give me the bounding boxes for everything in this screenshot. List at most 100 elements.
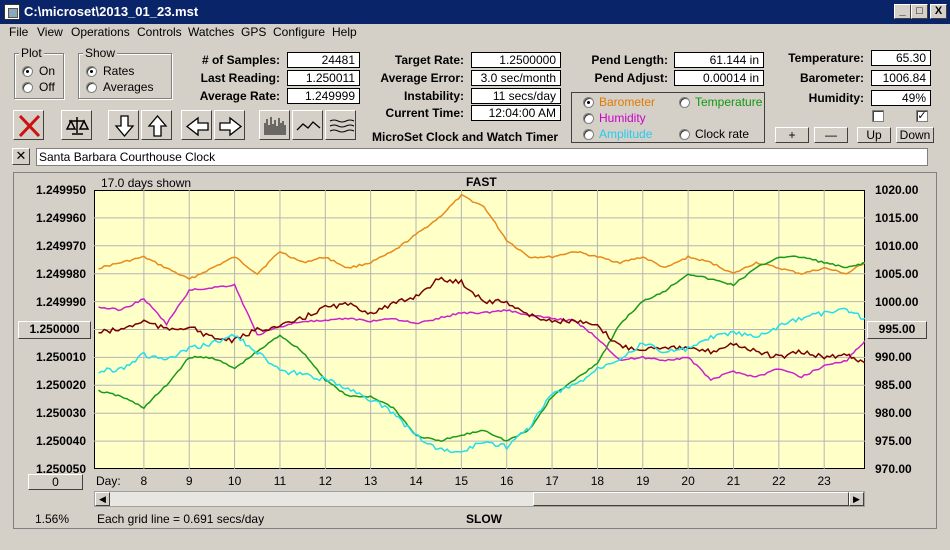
barometer-value: 1006.84	[871, 70, 931, 86]
balance-button[interactable]	[61, 110, 92, 140]
minimize-button[interactable]: _	[894, 4, 911, 19]
balance-icon	[65, 117, 90, 135]
humidity-label: Humidity:	[808, 91, 864, 105]
app-icon	[4, 4, 20, 20]
maximize-button[interactable]: □	[911, 4, 928, 19]
x-tick-label: 17	[545, 474, 559, 488]
y-right-tick-label: 1010.00	[875, 238, 919, 253]
rate-up-button[interactable]	[141, 110, 172, 140]
checkbox-2[interactable]: ✓	[916, 110, 928, 122]
window-title: C:\microset\2013_01_23.mst	[24, 4, 199, 19]
line-view-button[interactable]	[292, 110, 323, 140]
sensor-clock-rate-radio[interactable]	[679, 129, 690, 140]
menu-gps[interactable]: GPS	[241, 25, 267, 39]
x-tick-label: 11	[273, 474, 287, 488]
y-right-tick-label: 970.00	[875, 462, 912, 476]
scroll-right-button[interactable]	[214, 110, 245, 140]
current-time-value: 12:04:00 AM	[471, 105, 561, 121]
scroll-left-arrow[interactable]: ◀	[95, 492, 110, 506]
menu-configure[interactable]: Configure	[273, 25, 326, 39]
grid-note: Each grid line = 0.691 secs/day	[97, 512, 265, 526]
wave-view-button[interactable]	[325, 110, 356, 140]
clock-name-input[interactable]: Santa Barbara Courthouse Clock	[36, 148, 928, 166]
rate-down-button[interactable]	[108, 110, 139, 140]
menu-operations[interactable]: Operations	[71, 25, 130, 39]
temperature-label: Temperature:	[788, 51, 864, 65]
target-rate-label: Target Rate:	[394, 53, 464, 67]
center-rate-button[interactable]: 1.250000	[18, 321, 91, 339]
close-window-button[interactable]: X	[930, 4, 947, 19]
y-left-tick-label: 1.250050	[35, 462, 86, 476]
sensor-temperature-radio[interactable]	[679, 97, 690, 108]
sensor-humidity-radio[interactable]	[583, 113, 594, 124]
menu-bar: File View Operations Controls Watches GP…	[0, 24, 950, 42]
slow-label: SLOW	[466, 512, 502, 526]
delete-button[interactable]	[13, 110, 44, 140]
fast-label: FAST	[466, 175, 497, 189]
days-shown-label: 17.0 days shown	[101, 176, 192, 190]
pend-adjust-label: Pend Adjust:	[594, 71, 668, 85]
menu-help[interactable]: Help	[332, 25, 357, 39]
pend-adjust-value: 0.00014 in	[674, 70, 764, 86]
average-rate-value: 1.249999	[287, 88, 360, 104]
x-tick-label: 23	[817, 474, 831, 488]
scale-down-button[interactable]: Down	[896, 127, 934, 143]
barometer-label: Barometer:	[799, 71, 864, 85]
series-line-clock-rate	[98, 276, 865, 364]
instability-label: Instability:	[403, 89, 464, 103]
y-left-tick-label: 1.249980	[35, 266, 86, 281]
samples-value: 24481	[287, 52, 360, 68]
arrow-right-icon	[219, 116, 243, 137]
x-tick-label: 21	[726, 474, 741, 488]
scale-plus-button[interactable]: +	[775, 127, 809, 143]
y-right-tick-label: 975.00	[875, 434, 912, 449]
checkbox-1[interactable]	[872, 110, 884, 122]
plot-off-radio[interactable]	[22, 82, 33, 93]
rate-chart	[94, 190, 865, 469]
scroll-right-arrow[interactable]: ▶	[849, 492, 864, 506]
bars-view-button[interactable]	[259, 110, 290, 140]
x-tick-label: 18	[590, 474, 605, 488]
y-left-tick-label: 1.249950	[35, 183, 86, 197]
menu-controls[interactable]: Controls	[137, 25, 182, 39]
x-tick-label: 13	[363, 474, 378, 488]
scroll-left-button[interactable]	[181, 110, 212, 140]
show-rates-radio[interactable]	[86, 66, 97, 77]
wave-chart-icon	[329, 119, 355, 133]
sensor-amplitude-label: Amplitude	[599, 127, 653, 141]
series-line-humidity	[98, 283, 865, 382]
y-right-tick-label: 990.00	[875, 350, 912, 365]
close-clock-button[interactable]: ✕	[12, 148, 30, 165]
y-right-tick-label: 1015.00	[875, 210, 919, 225]
y-left-tick-label: 1.250020	[35, 378, 86, 393]
average-rate-label: Average Rate:	[199, 89, 280, 103]
plot-on-label: On	[39, 64, 56, 78]
sensor-humidity-label: Humidity	[599, 111, 646, 125]
sensor-barometer-radio[interactable]	[583, 97, 594, 108]
scale-minus-button[interactable]: —	[814, 127, 848, 143]
menu-file[interactable]: File	[9, 25, 29, 39]
offset-button[interactable]: 0	[28, 474, 83, 490]
y-left-tick-label: 1.250010	[35, 350, 86, 365]
show-averages-radio[interactable]	[86, 82, 97, 93]
sensor-barometer-label: Barometer	[599, 95, 656, 109]
menu-watches[interactable]: Watches	[188, 25, 235, 39]
line-chart-icon	[296, 121, 321, 131]
x-tick-label: 20	[681, 474, 695, 488]
plot-on-radio[interactable]	[22, 66, 33, 77]
delete-icon	[18, 114, 41, 138]
last-reading-value: 1.250011	[287, 70, 360, 86]
center-barometer-button[interactable]: 995.00	[867, 321, 927, 339]
sensor-temperature-label: Temperature	[695, 95, 763, 109]
x-tick-label: 16	[500, 474, 514, 488]
scrollbar-thumb[interactable]	[533, 492, 849, 506]
menu-view[interactable]: View	[37, 25, 63, 39]
app-title: MicroSet Clock and Watch Timer	[372, 130, 559, 144]
show-averages-label: Averages	[103, 80, 154, 94]
sensor-select-box	[571, 92, 765, 143]
scale-up-button[interactable]: Up	[857, 127, 891, 143]
x-tick-label: 8	[140, 474, 148, 488]
sensor-amplitude-radio[interactable]	[583, 129, 594, 140]
samples-label: # of Samples:	[201, 53, 280, 67]
series-line-barometer	[98, 193, 865, 281]
